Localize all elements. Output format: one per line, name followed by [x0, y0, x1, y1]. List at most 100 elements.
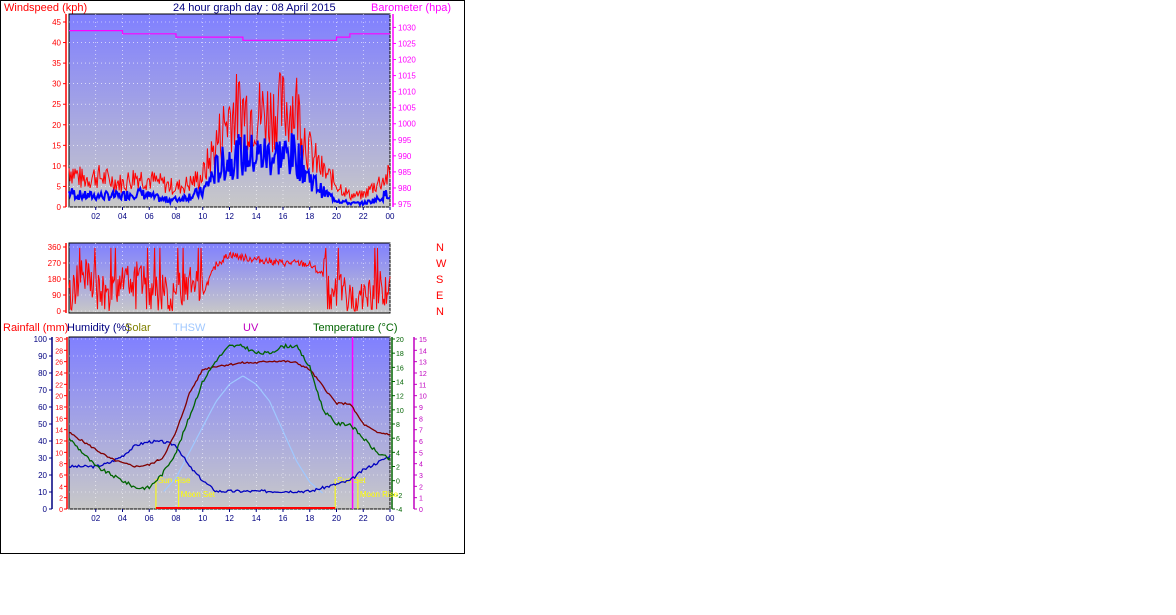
- direction-tick-label: 360: [48, 243, 62, 252]
- weather-x-tick-label: 04: [118, 514, 127, 523]
- weather-x-tick-label: 06: [145, 514, 154, 523]
- windspeed-tick-label: 40: [52, 39, 61, 48]
- event-label: Moon Rise: [360, 490, 399, 499]
- wind-x-tick-label: 00: [386, 212, 395, 221]
- uv-tick-label: 8: [419, 416, 423, 423]
- thsw-axis-label: THSW: [173, 322, 206, 334]
- barometer-axis-label: Barometer (hpa): [371, 2, 451, 14]
- humidity-tick-label: 60: [38, 403, 47, 412]
- wind-x-tick-label: 16: [279, 212, 288, 221]
- humidity-tick-label: 50: [38, 420, 47, 429]
- temperature-tick-label: 0: [396, 479, 400, 486]
- temperature-tick-label: 12: [396, 394, 404, 401]
- rainfall-axis-label: Rainfall (mm): [3, 322, 68, 334]
- uv-tick-label: 2: [419, 484, 423, 491]
- uv-tick-label: 14: [419, 348, 427, 355]
- uv-tick-label: 7: [419, 428, 423, 435]
- barometer-tick-label: 980: [398, 184, 412, 193]
- wind-x-tick-label: 18: [305, 212, 314, 221]
- direction-tick-label: 180: [48, 275, 62, 284]
- solar-tick-label: 14: [55, 428, 63, 435]
- solar-tick-label: 28: [55, 348, 63, 355]
- barometer-tick-label: 1025: [398, 39, 416, 48]
- solar-tick-label: 0: [59, 507, 63, 514]
- humidity-tick-label: 40: [38, 437, 47, 446]
- wind-average-line: [68, 133, 391, 208]
- solar-tick-label: 12: [55, 439, 63, 446]
- humidity-tick-label: 80: [38, 369, 47, 378]
- wind-x-tick-label: 20: [332, 212, 341, 221]
- event-label: Sun Set: [337, 476, 366, 485]
- solar-tick-label: 8: [59, 462, 63, 469]
- solar-axis-label: Solar: [125, 322, 151, 334]
- temperature-axis-label: Temperature (°C): [313, 322, 397, 334]
- wind-x-tick-label: 08: [172, 212, 181, 221]
- windspeed-tick-label: 30: [52, 80, 61, 89]
- uv-tick-label: 6: [419, 439, 423, 446]
- weather-x-tick-label: 22: [359, 514, 368, 523]
- solar-tick-label: 4: [59, 484, 63, 491]
- temperature-tick-label: 4: [396, 450, 400, 457]
- humidity-tick-label: 70: [38, 386, 47, 395]
- windspeed-tick-label: 25: [52, 100, 61, 109]
- uv-tick-label: 11: [419, 382, 426, 389]
- windspeed-tick-label: 10: [52, 162, 61, 171]
- wind-direction-line: [68, 247, 391, 312]
- temperature-tick-label: 2: [396, 465, 400, 472]
- temperature-tick-label: 14: [396, 380, 404, 387]
- dewpoint-line: [68, 439, 391, 494]
- windspeed-axis-label: Windspeed (kph): [4, 2, 87, 14]
- uv-tick-label: 5: [419, 450, 423, 457]
- windspeed-tick-label: 5: [57, 182, 62, 191]
- weather-x-tick-label: 00: [386, 514, 395, 523]
- temperature-line: [68, 343, 391, 491]
- uv-tick-label: 13: [419, 360, 427, 367]
- windspeed-tick-label: 35: [52, 59, 61, 68]
- weather-x-tick-label: 12: [225, 514, 234, 523]
- humidity-tick-label: 100: [34, 335, 48, 344]
- uv-tick-label: 1: [419, 496, 423, 503]
- uv-tick-label: 15: [419, 337, 427, 344]
- weather-x-tick-label: 02: [91, 514, 100, 523]
- windspeed-tick-label: 20: [52, 121, 61, 130]
- windspeed-tick-label: 0: [57, 203, 62, 212]
- page-title: 24 hour graph day : 08 April 2015: [173, 2, 336, 14]
- barometer-tick-label: 995: [398, 136, 412, 145]
- weather-x-tick-label: 16: [279, 514, 288, 523]
- humidity-line: [69, 359, 391, 468]
- temperature-tick-label: -4: [396, 507, 402, 514]
- solar-tick-label: 2: [59, 496, 63, 503]
- barometer-tick-label: 1030: [398, 23, 416, 32]
- solar-tick-label: 24: [55, 371, 63, 378]
- uv-tick-label: 9: [419, 405, 423, 412]
- event-label: Sun Rise: [158, 476, 191, 485]
- barometer-tick-label: 1000: [398, 120, 416, 129]
- solar-tick-label: 26: [55, 360, 63, 367]
- weather-x-tick-label: 14: [252, 514, 261, 523]
- wind-x-tick-label: 14: [252, 212, 261, 221]
- compass-label: S: [436, 274, 443, 286]
- barometer-tick-label: 1010: [398, 88, 416, 97]
- uv-axis-label: UV: [243, 322, 259, 334]
- humidity-tick-label: 30: [38, 454, 47, 463]
- barometer-tick-label: 1005: [398, 104, 416, 113]
- temperature-tick-label: 16: [396, 365, 404, 372]
- humidity-tick-label: 90: [38, 352, 47, 361]
- compass-label: N: [436, 306, 444, 318]
- wind-x-tick-label: 06: [145, 212, 154, 221]
- event-label: Moon Set: [181, 490, 216, 499]
- chart-frame: Windspeed (kph) 24 hour graph day : 08 A…: [0, 0, 465, 554]
- temperature-tick-label: 18: [396, 351, 404, 358]
- barometer-line: [69, 30, 390, 41]
- uv-tick-label: 10: [419, 394, 427, 401]
- uv-tick-label: 12: [419, 371, 427, 378]
- humidity-tick-label: 0: [43, 505, 48, 514]
- weather-x-tick-label: 08: [172, 514, 181, 523]
- temperature-tick-label: 8: [396, 422, 400, 429]
- windspeed-tick-label: 45: [52, 18, 61, 27]
- solar-tick-label: 6: [59, 473, 63, 480]
- direction-tick-label: 90: [52, 291, 61, 300]
- weather-x-tick-label: 20: [332, 514, 341, 523]
- uv-tick-label: 0: [419, 507, 423, 514]
- humidity-tick-label: 10: [38, 488, 47, 497]
